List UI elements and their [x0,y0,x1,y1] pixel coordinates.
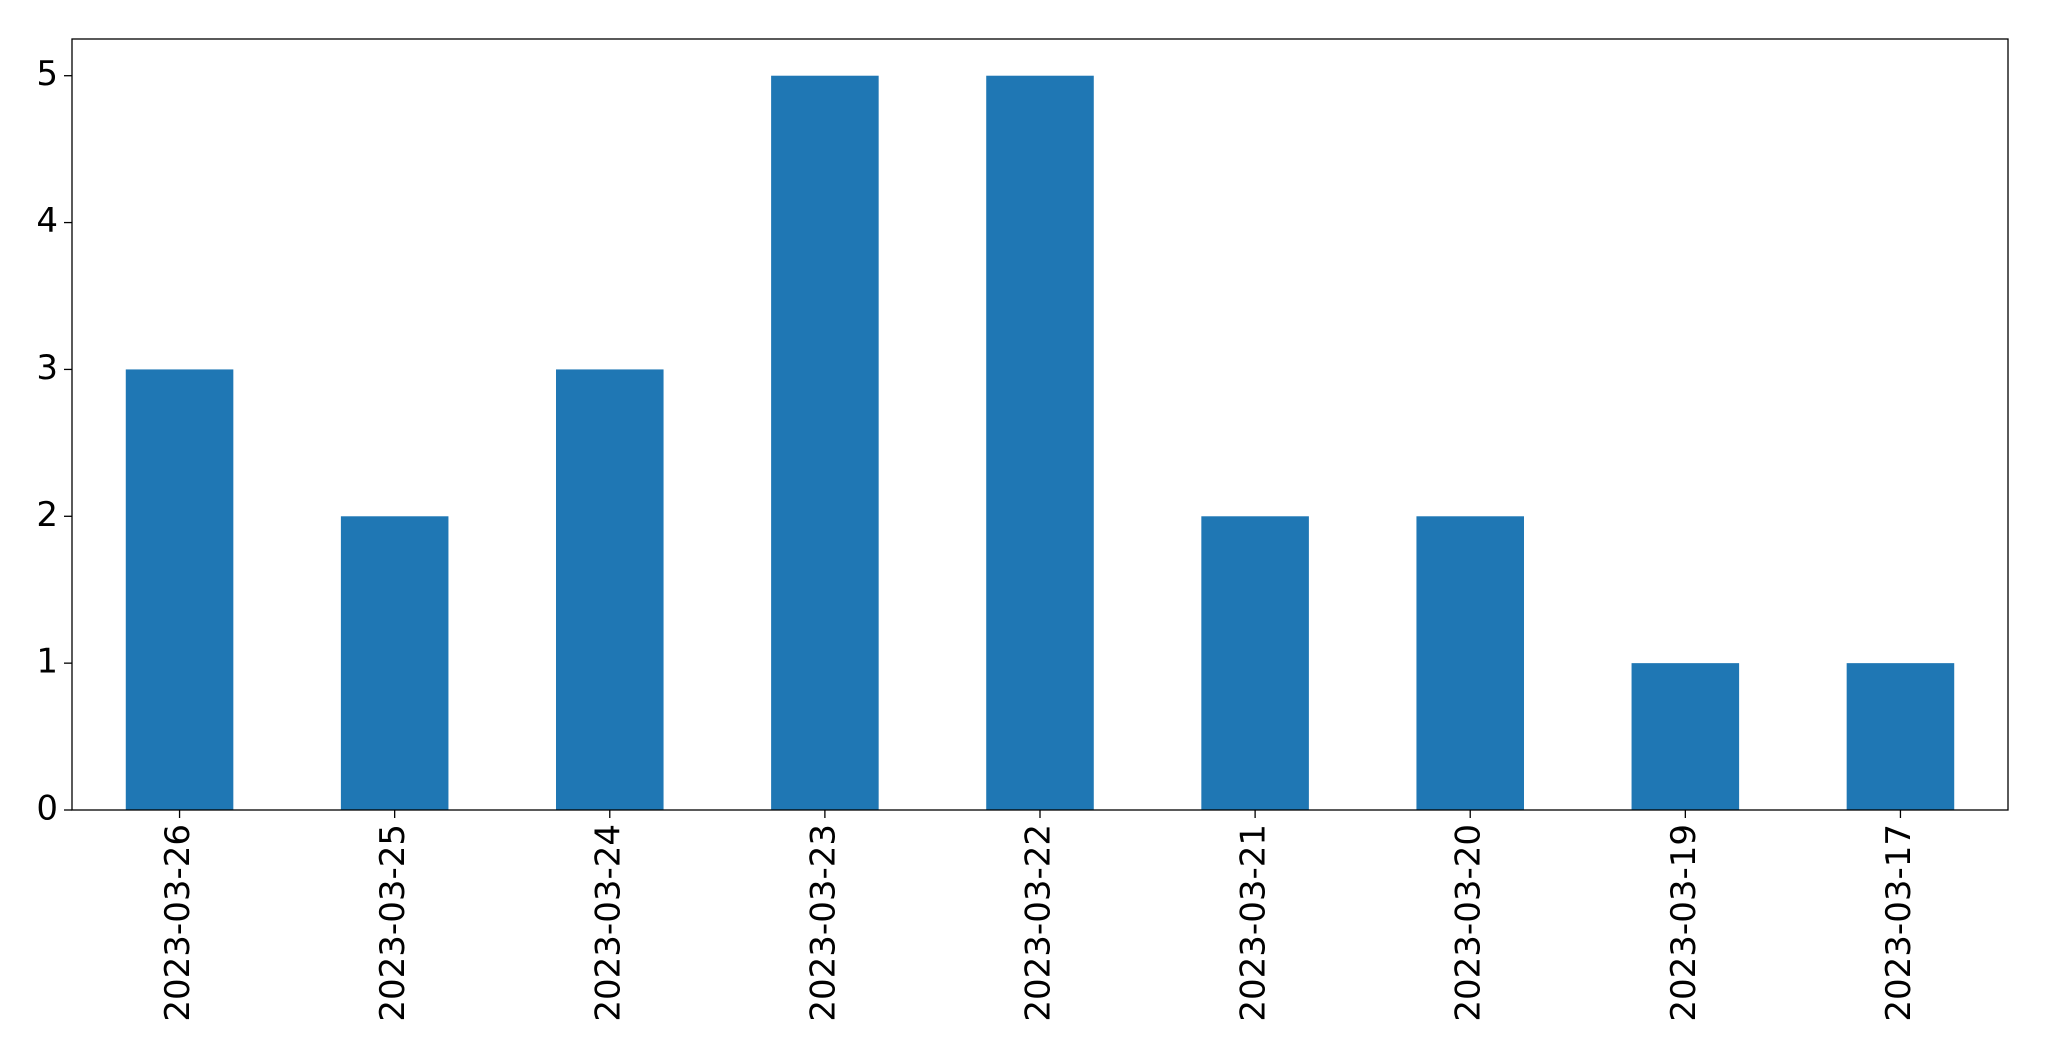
bar [1201,516,1309,810]
y-tick-label: 5 [36,54,58,94]
x-tick-label: 2023-03-22 [1019,824,1059,1022]
bar [986,75,1094,810]
bar [1846,663,1955,810]
y-tick-label: 0 [36,789,58,829]
bar [771,75,879,810]
x-tick-label: 2023-03-20 [1449,824,1489,1022]
bar [340,516,449,810]
y-tick-label: 3 [36,348,58,388]
x-tick-label: 2023-03-21 [1234,824,1274,1022]
x-tick-label: 2023-03-24 [588,824,628,1022]
y-tick-label: 2 [36,495,58,535]
y-tick-label: 4 [36,201,58,241]
bar [1631,663,1740,810]
bar [125,369,234,810]
plot-frame [71,38,2009,811]
x-tick-label: 2023-03-25 [373,824,413,1022]
bar [556,369,664,810]
bar [1416,516,1524,810]
x-tick-label: 2023-03-23 [803,824,843,1022]
x-tick-label: 2023-03-17 [1879,824,1919,1022]
x-tick-label: 2023-03-19 [1664,824,1704,1022]
x-tick-label: 2023-03-26 [158,824,198,1022]
y-tick-label: 1 [36,642,58,682]
